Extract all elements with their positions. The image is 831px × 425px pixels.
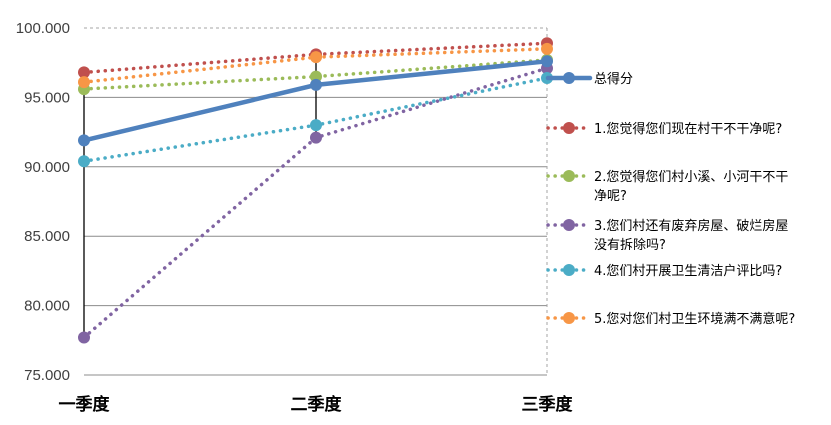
data-point [310, 119, 322, 132]
legend-label: 2.您觉得您们村小溪、小河干不干 [594, 169, 788, 185]
x-tick-label: 一季度 [59, 394, 111, 415]
legend-swatch-marker [563, 312, 575, 324]
legend-item-1: 1.您觉得您们现在村干不干净呢? [546, 121, 782, 137]
legend-label: 净呢? [594, 189, 627, 204]
legend-item-4: 4.您们村开展卫生清洁户评比吗? [546, 263, 782, 279]
series-5 [78, 42, 553, 89]
data-point [78, 66, 90, 79]
legend-swatch-marker [563, 170, 575, 182]
legend-swatch-marker [563, 219, 575, 231]
series-0 [78, 55, 553, 147]
y-tick-label: 80.000 [24, 298, 70, 315]
data-point [310, 70, 322, 83]
legend-item-0: 总得分 [545, 71, 633, 87]
y-tick-label: 100.000 [16, 20, 70, 37]
legend-swatch-marker [563, 72, 575, 84]
y-tick-label: 85.000 [24, 228, 70, 245]
legend-label: 3.您们村还有废弃房屋、破烂房屋 [594, 218, 788, 234]
y-tick-label: 75.000 [24, 367, 70, 384]
series-group [78, 37, 553, 344]
data-point [310, 51, 322, 64]
series-4 [78, 71, 553, 168]
legend-swatch-marker [563, 122, 575, 134]
y-axis-ticks: 75.000 80.000 85.000 90.000 95.000 100.000 [16, 20, 70, 384]
legend-label: 总得分 [594, 71, 633, 87]
x-tick-label: 二季度 [291, 394, 343, 415]
legend-swatch-marker [563, 264, 575, 276]
data-point [78, 134, 90, 147]
data-point [310, 131, 322, 144]
series-line [82, 58, 549, 91]
data-point [541, 42, 553, 55]
x-tick-label: 三季度 [522, 394, 574, 415]
data-point [78, 76, 90, 89]
data-point [541, 55, 553, 68]
legend-item-5: 5.您对您们村卫生环境满不满意呢? [546, 311, 795, 327]
legend-label: 没有拆除吗? [594, 238, 666, 253]
legend-label: 5.您对您们村卫生环境满不满意呢? [594, 311, 795, 327]
data-point [78, 331, 90, 344]
data-point [78, 155, 90, 168]
legend-label: 1.您觉得您们现在村干不干净呢? [594, 121, 782, 137]
y-tick-label: 95.000 [24, 89, 70, 106]
y-tick-label: 90.000 [24, 159, 70, 176]
x-axis-ticks: 一季度 二季度 三季度 [59, 394, 574, 415]
legend-label: 4.您们村开展卫生清洁户评比吗? [594, 263, 782, 279]
data-point [310, 78, 322, 91]
